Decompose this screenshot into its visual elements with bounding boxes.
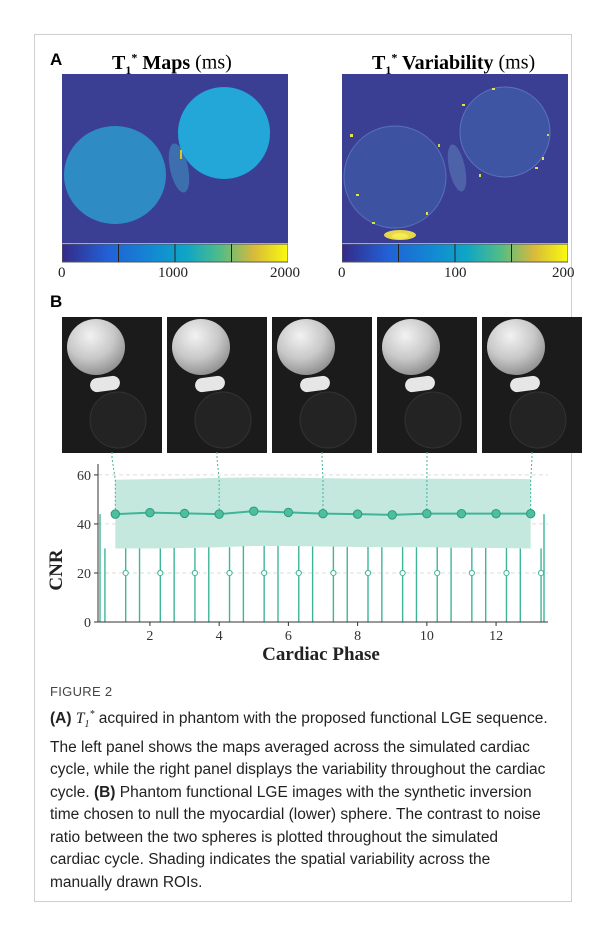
x-axis-label: Cardiac Phase [262,644,380,665]
whisker-cap-2 [157,569,164,577]
link-line-phase-4 [216,452,220,515]
y-tick-label-60: 60 [77,469,91,484]
cnr-chart: 0 20 40 60 2 4 6 8 10 12 CNR Cardiac Phase [46,452,548,665]
right-colorbar-tick-100: 100 [444,265,467,281]
whisker-cap-13 [537,569,545,577]
cnr-point-6 [283,507,294,518]
caption-t-symbol: T1* [75,709,95,731]
lge-image-phase-4 [167,317,267,458]
lge-image-phase-13 [482,317,582,458]
cnr-point-9 [387,510,397,520]
panel-a-label: A [50,50,63,69]
t1-map-image [62,74,288,243]
cnr-point-12 [491,508,501,519]
left-map-title: T1* Maps (ms) [112,50,232,77]
whisker-cap-5 [261,569,268,577]
right-colorbar-tick-200: 200 [552,265,575,281]
y-axis-label: CNR [46,549,67,590]
link-line-phase-13 [530,452,533,514]
left-colorbar-tick-0: 0 [58,265,66,281]
cnr-point-1 [110,509,121,519]
x-tick-label-12: 12 [489,629,503,644]
x-tick-label-4: 4 [216,629,223,644]
x-tick-label-2: 2 [146,629,153,644]
cnr-point-3 [179,508,190,519]
y-tick-label-40: 40 [77,518,91,533]
lge-image-phase-10 [377,317,477,458]
whisker-cap-7 [330,569,337,577]
caption-a-tag: (A) [50,710,72,728]
whisker-cap-4 [226,569,233,577]
right-colorbar-tick-0: 0 [338,265,346,281]
caption-b-tag: (B) [93,783,116,801]
cnr-point-4 [214,509,224,519]
cnr-point-10 [422,508,432,519]
whisker-cap-12 [503,569,510,577]
y-tick-label-20: 20 [77,567,91,582]
x-tick-label-6: 6 [285,629,292,644]
x-tick-label-10: 10 [420,629,434,644]
caption-a-text: acquired in phantom with the proposed fu… [50,710,548,801]
figure-caption: (A) T1* acquired in phantom with the pro… [50,704,550,894]
lge-image-phase-7 [272,317,372,458]
right-map-title: T1* Variability (ms) [372,50,536,77]
cnr-point-5 [249,506,259,516]
caption-b-text: Phantom functional LGE images with the s… [50,783,541,891]
figure-label: FIGURE 2 [50,684,113,699]
lge-image-phase-1 [62,317,162,458]
panel-b-label: B [50,292,63,311]
y-tick-label-0: 0 [84,616,91,631]
t1-variability-map-image [342,74,568,243]
whisker-cap-9 [399,569,406,577]
link-line-phase-1 [111,452,116,515]
cnr-point-11 [456,508,467,519]
left-colorbar-tick-1000: 1000 [158,265,188,281]
left-colorbar-tick-2000: 2000 [270,265,300,281]
x-tick-label-8: 8 [354,629,361,644]
cnr-point-8 [352,509,363,519]
t1-map-colorbar [62,243,288,263]
cnr-point-13 [525,508,536,519]
cnr-point-7 [318,508,328,519]
cnr-point-2 [145,507,155,518]
whisker-cap-1 [122,569,129,577]
whisker-cap-6 [295,569,302,577]
whisker-cap-8 [364,569,372,577]
whisker-cap-3 [191,569,199,577]
variability-colorbar [342,243,568,263]
whisker-cap-10 [434,569,441,577]
link-line-phase-7 [321,452,324,514]
whisker-cap-11 [468,569,475,577]
